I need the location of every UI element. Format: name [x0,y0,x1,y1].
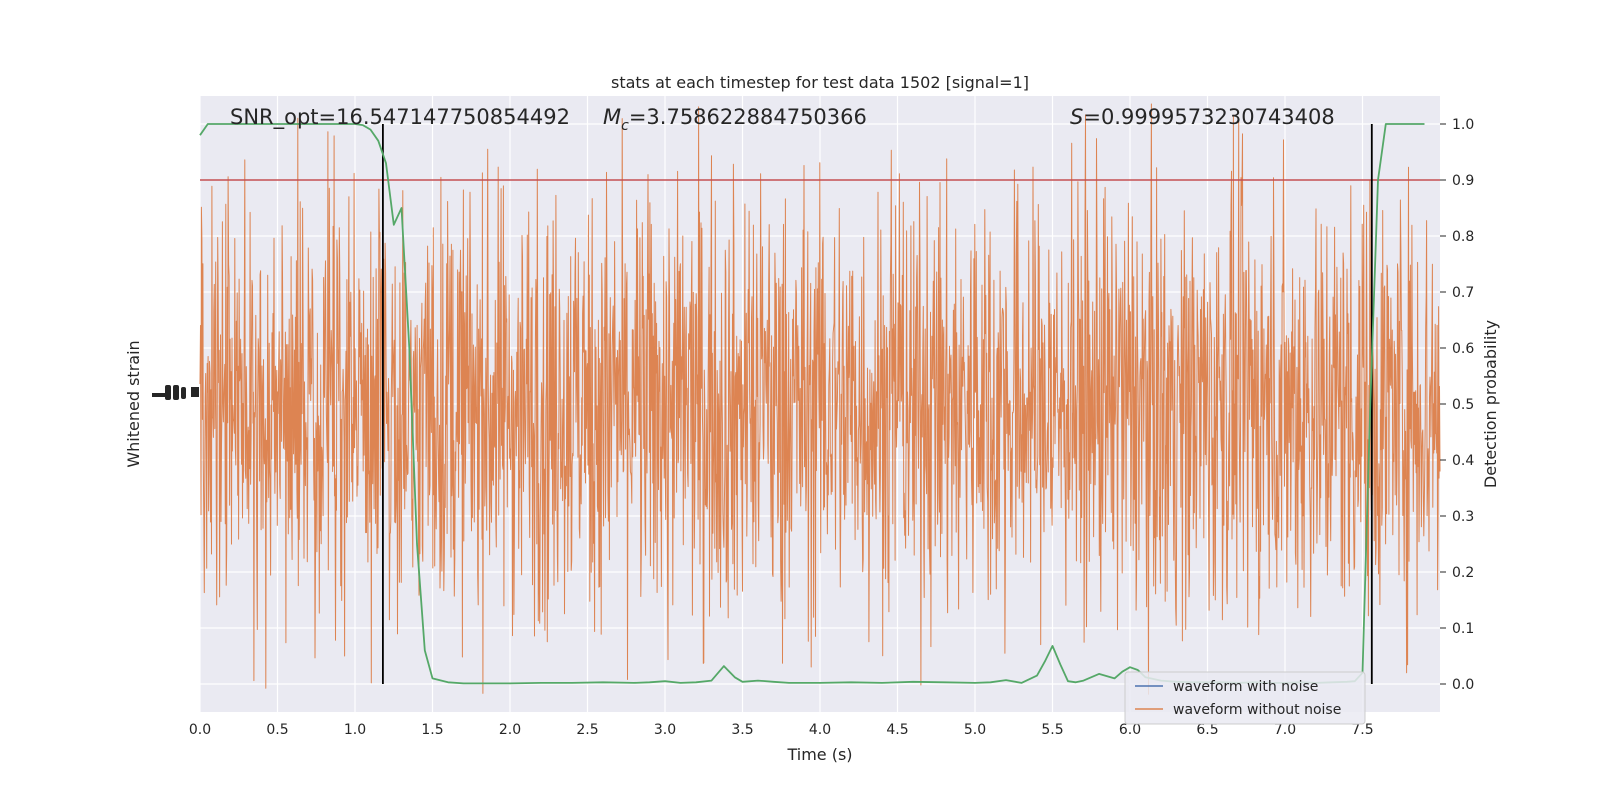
x-tick-label: 4.5 [886,722,908,738]
x-tick-label: 3.5 [731,722,753,738]
left-axis-clutter [152,385,199,400]
chirp-mass-value: =3.758622884750366 [629,105,867,129]
x-tick-label: 1.0 [344,722,366,738]
left-tick-mark [191,387,199,397]
y-tick-label: 1.0 [1452,117,1474,133]
y-tick-label: 0.5 [1452,397,1474,413]
strain-trace [199,103,1441,695]
x-tick-label: 7.0 [1274,722,1296,738]
x-tick-label: 1.5 [421,722,443,738]
x-tick-label: 0.0 [189,722,211,738]
score-value: =0.9999573230743408 [1083,105,1334,129]
legend: waveform with noise waveform without noi… [1124,671,1366,725]
y-tick-label: 0.1 [1452,621,1474,637]
y-tick-label: 0.9 [1452,173,1474,189]
y-tick-label: 0.3 [1452,509,1474,525]
y-tick-label: 0.7 [1452,285,1474,301]
y-right-tick-labels: 0.0 0.1 0.2 0.3 0.4 0.5 0.6 0.7 0.8 0.9 1.0 [1440,117,1474,693]
chirp-mass-subscript: c [621,118,629,134]
legend-label-without-noise: waveform without noise [1173,702,1341,718]
x-tick-label: 3.0 [654,722,676,738]
left-tick-mark [173,385,179,400]
x-tick-label: 6.5 [1196,722,1218,738]
left-tick-mark [181,387,186,399]
y-tick-label: 0.6 [1452,341,1474,357]
x-tick-label: 6.0 [1119,722,1141,738]
y-axis-label-left: Whitened strain [124,340,143,467]
chart-title: stats at each timestep for test data 150… [611,73,1029,92]
x-tick-labels: 0.0 0.5 1.0 1.5 2.0 2.5 3.0 3.5 4.0 4.5 5.0 5.5 6.0 6… [189,722,1374,738]
x-axis-label: Time (s) [786,745,852,764]
x-tick-label: 2.0 [499,722,521,738]
score-annotation: S=0.9999573230743408 [1070,105,1335,129]
x-tick-label: 0.5 [266,722,288,738]
y-tick-label: 0.0 [1452,677,1474,693]
x-tick-label: 2.5 [576,722,598,738]
legend-label-with-noise: waveform with noise [1173,679,1318,695]
score-symbol: S [1070,105,1083,129]
chirp-mass-annotation: Mc=3.758622884750366 [603,105,867,134]
y-tick-label: 0.4 [1452,453,1474,469]
x-tick-label: 4.0 [809,722,831,738]
y-axis-label-right: Detection probability [1481,320,1500,488]
snr-annotation: SNR_opt=16.547147750854492 [230,105,570,130]
x-tick-label: 7.5 [1351,722,1373,738]
chirp-mass-symbol: M [603,105,621,129]
left-tick-mark [152,393,166,397]
waveform-without-noise-series [199,103,1441,695]
x-tick-label: 5.5 [1041,722,1063,738]
y-tick-label: 0.8 [1452,229,1474,245]
left-tick-mark [165,385,171,400]
y-tick-label: 0.2 [1452,565,1474,581]
x-tick-label: 5.0 [964,722,986,738]
legend-box [1124,671,1366,725]
